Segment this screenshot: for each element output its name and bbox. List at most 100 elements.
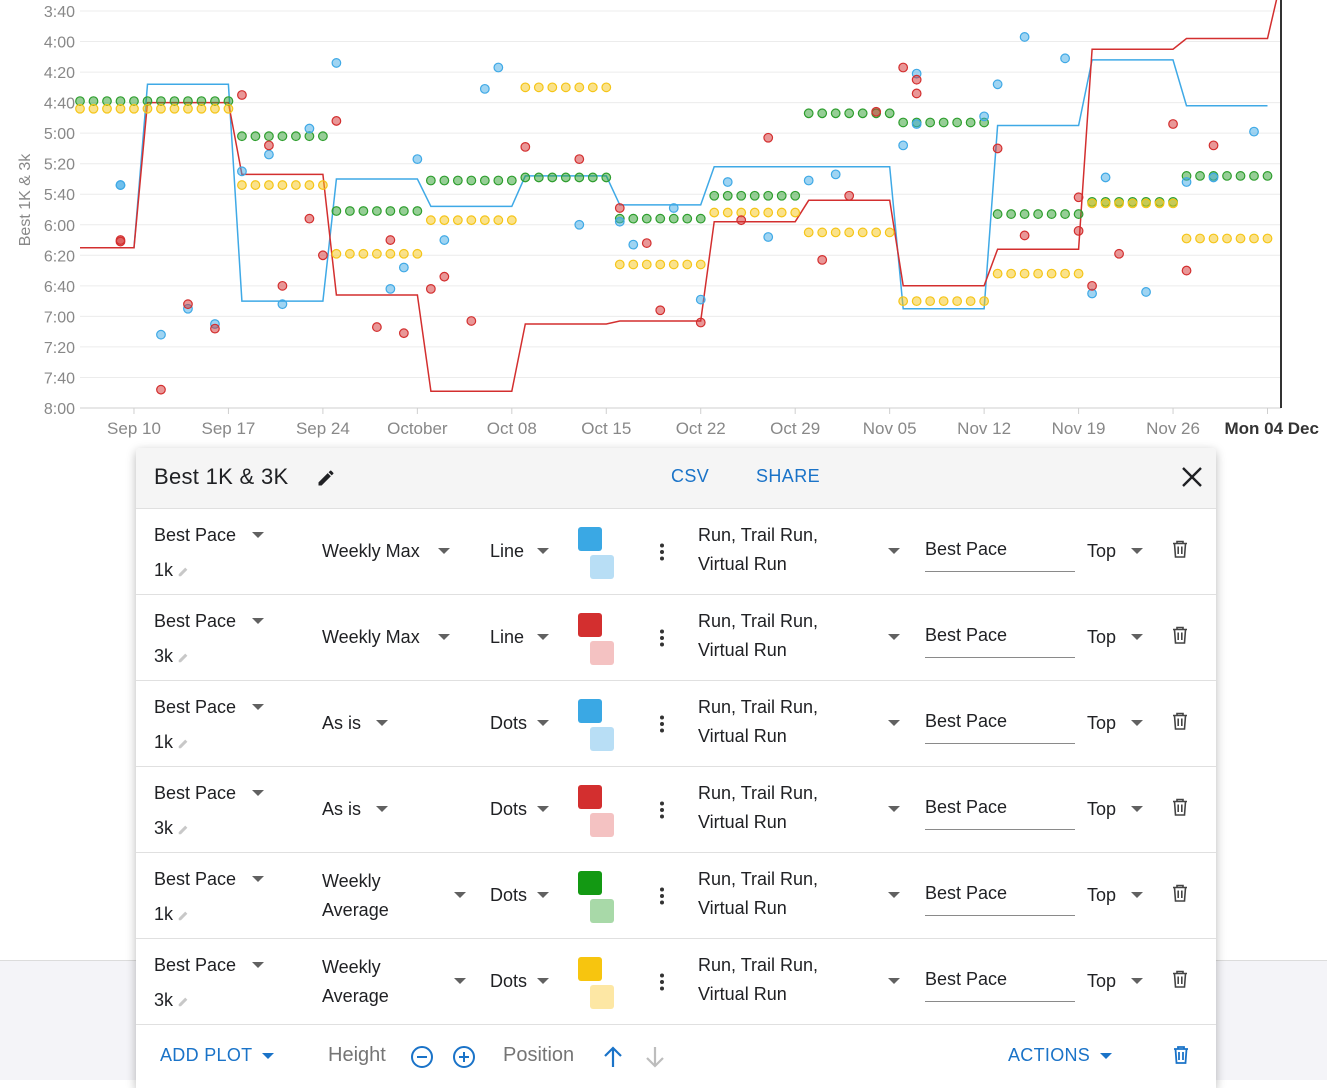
metric-chevron-down-icon[interactable]: [252, 618, 264, 624]
metric-select[interactable]: Best Pace: [154, 869, 237, 889]
unit-label[interactable]: 3k: [154, 646, 174, 666]
more-vert-icon[interactable]: [659, 715, 665, 733]
actions-chevron-down-icon[interactable]: [1100, 1053, 1112, 1059]
activity-types-line1[interactable]: Run, Trail Run,: [698, 525, 819, 545]
secondary-color-swatch[interactable]: [590, 985, 614, 1009]
position-select[interactable]: Top: [1087, 971, 1117, 991]
unit-pencil-icon[interactable]: [177, 650, 191, 664]
activity-types-chevron-down-icon[interactable]: [888, 548, 900, 554]
position-chevron-down-icon[interactable]: [1131, 806, 1143, 812]
aggregation-chevron-down-icon[interactable]: [454, 892, 466, 898]
aggregation-select-line2[interactable]: Average: [322, 900, 389, 920]
trash-icon[interactable]: [1172, 970, 1188, 993]
more-vert-icon[interactable]: [659, 887, 665, 905]
pencil-icon[interactable]: [316, 468, 336, 488]
primary-color-swatch[interactable]: [578, 613, 602, 637]
aggregation-chevron-down-icon[interactable]: [376, 720, 388, 726]
series-name-input[interactable]: Best Pace: [925, 625, 1075, 658]
aggregation-select[interactable]: As is: [322, 799, 362, 819]
position-select[interactable]: Top: [1087, 799, 1117, 819]
aggregation-select[interactable]: Weekly Max: [322, 541, 420, 561]
aggregation-select[interactable]: Weekly Max: [322, 627, 420, 647]
activity-types-line1[interactable]: Run, Trail Run,: [698, 869, 819, 889]
series-name-input[interactable]: Best Pace: [925, 539, 1075, 572]
unit-label[interactable]: 3k: [154, 818, 174, 838]
style-select[interactable]: Dots: [490, 971, 528, 991]
metric-chevron-down-icon[interactable]: [252, 962, 264, 968]
metric-chevron-down-icon[interactable]: [252, 532, 264, 538]
activity-types-line1[interactable]: Run, Trail Run,: [698, 697, 819, 717]
metric-select[interactable]: Best Pace: [154, 697, 237, 717]
position-chevron-down-icon[interactable]: [1131, 634, 1143, 640]
primary-color-swatch[interactable]: [578, 699, 602, 723]
secondary-color-swatch[interactable]: [590, 813, 614, 837]
trash-icon[interactable]: [1172, 798, 1188, 821]
activity-types-chevron-down-icon[interactable]: [888, 978, 900, 984]
more-vert-icon[interactable]: [659, 629, 665, 647]
position-select[interactable]: Top: [1087, 713, 1117, 733]
style-chevron-down-icon[interactable]: [537, 548, 549, 554]
style-chevron-down-icon[interactable]: [537, 634, 549, 640]
metric-select[interactable]: Best Pace: [154, 955, 237, 975]
activity-types-line2[interactable]: Virtual Run: [698, 984, 787, 1004]
secondary-color-swatch[interactable]: [590, 727, 614, 751]
aggregation-chevron-down-icon[interactable]: [376, 806, 388, 812]
secondary-color-swatch[interactable]: [590, 899, 614, 923]
activity-types-chevron-down-icon[interactable]: [888, 720, 900, 726]
series-name-input[interactable]: Best Pace: [925, 883, 1075, 916]
style-chevron-down-icon[interactable]: [537, 806, 549, 812]
add-plot-chevron-down-icon[interactable]: [262, 1053, 274, 1059]
close-icon[interactable]: [1180, 465, 1204, 489]
style-select[interactable]: Dots: [490, 799, 528, 819]
trash-icon[interactable]: [1172, 626, 1188, 649]
activity-types-line2[interactable]: Virtual Run: [698, 898, 787, 918]
unit-label[interactable]: 1k: [154, 904, 174, 924]
series-name-input[interactable]: Best Pace: [925, 711, 1075, 744]
metric-chevron-down-icon[interactable]: [252, 704, 264, 710]
unit-label[interactable]: 1k: [154, 732, 174, 752]
decrease-height-icon[interactable]: [410, 1045, 434, 1069]
metric-select[interactable]: Best Pace: [154, 611, 237, 631]
more-vert-icon[interactable]: [659, 543, 665, 561]
style-select[interactable]: Dots: [490, 885, 528, 905]
position-chevron-down-icon[interactable]: [1131, 892, 1143, 898]
position-select[interactable]: Top: [1087, 885, 1117, 905]
trash-icon[interactable]: [1172, 712, 1188, 735]
unit-pencil-icon[interactable]: [177, 564, 191, 578]
increase-height-icon[interactable]: [452, 1045, 476, 1069]
style-chevron-down-icon[interactable]: [537, 978, 549, 984]
trash-icon[interactable]: [1172, 540, 1188, 563]
aggregation-chevron-down-icon[interactable]: [454, 978, 466, 984]
unit-pencil-icon[interactable]: [177, 908, 191, 922]
more-vert-icon[interactable]: [659, 973, 665, 991]
more-vert-icon[interactable]: [659, 801, 665, 819]
csv-button[interactable]: CSV: [671, 466, 710, 486]
aggregation-select-line2[interactable]: Average: [322, 986, 389, 1006]
aggregation-select[interactable]: As is: [322, 713, 362, 733]
aggregation-select-line1[interactable]: Weekly: [322, 957, 381, 977]
primary-color-swatch[interactable]: [578, 871, 602, 895]
unit-label[interactable]: 3k: [154, 990, 174, 1010]
aggregation-chevron-down-icon[interactable]: [438, 634, 450, 640]
unit-pencil-icon[interactable]: [177, 822, 191, 836]
metric-chevron-down-icon[interactable]: [252, 876, 264, 882]
aggregation-chevron-down-icon[interactable]: [438, 548, 450, 554]
aggregation-select-line1[interactable]: Weekly: [322, 871, 381, 891]
activity-types-chevron-down-icon[interactable]: [888, 806, 900, 812]
position-chevron-down-icon[interactable]: [1131, 548, 1143, 554]
series-name-input[interactable]: Best Pace: [925, 969, 1075, 1002]
position-chevron-down-icon[interactable]: [1131, 978, 1143, 984]
position-select[interactable]: Top: [1087, 541, 1117, 561]
style-chevron-down-icon[interactable]: [537, 892, 549, 898]
unit-label[interactable]: 1k: [154, 560, 174, 580]
add-plot-button[interactable]: ADD PLOT: [160, 1045, 253, 1065]
activity-types-line2[interactable]: Virtual Run: [698, 640, 787, 660]
activity-types-line1[interactable]: Run, Trail Run,: [698, 783, 819, 803]
unit-pencil-icon[interactable]: [177, 994, 191, 1008]
metric-chevron-down-icon[interactable]: [252, 790, 264, 796]
metric-select[interactable]: Best Pace: [154, 525, 237, 545]
trash-icon[interactable]: [1172, 884, 1188, 907]
series-name-input[interactable]: Best Pace: [925, 797, 1075, 830]
style-chevron-down-icon[interactable]: [537, 720, 549, 726]
style-select[interactable]: Line: [490, 627, 525, 647]
